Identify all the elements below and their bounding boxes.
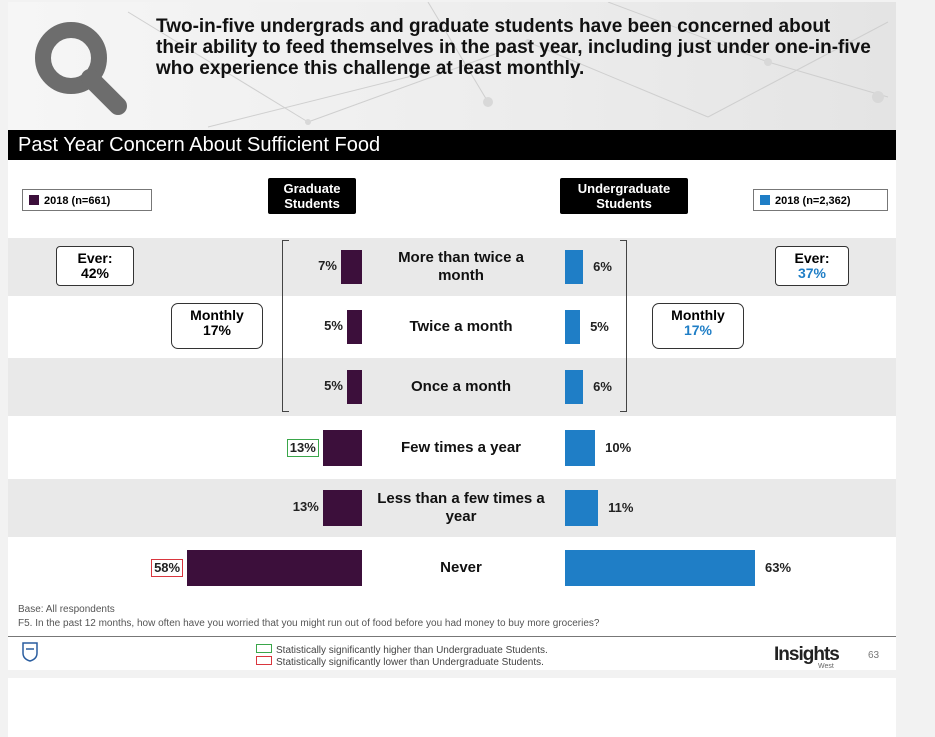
brand-logo: Insights — [774, 644, 840, 665]
value-label-undergraduate: 11% — [608, 500, 634, 515]
bar-graduate — [322, 430, 362, 466]
footer-divider — [8, 636, 896, 637]
bar-graduate — [340, 250, 362, 284]
university-crest-icon — [22, 642, 38, 662]
bar-undergraduate — [565, 490, 599, 526]
callout-ever-graduate-label: Ever: — [77, 250, 113, 266]
value-label-undergraduate: 63% — [765, 560, 792, 575]
headline: Two-in-five undergrads and graduate stud… — [156, 16, 871, 79]
legend-undergraduate: 2018 (n=2,362) — [753, 189, 888, 211]
question-note: F5. In the past 12 months, how often hav… — [18, 618, 600, 629]
value-label-graduate: 5% — [324, 318, 343, 333]
sig-lower-legend: Statistically significantly lower than U… — [256, 656, 544, 668]
sig-lower-swatch — [256, 656, 272, 665]
bar-undergraduate — [565, 250, 584, 284]
magnifier-icon — [35, 22, 127, 115]
category-label: Once a month — [410, 378, 511, 395]
sig-higher-text: Statistically significantly higher than … — [276, 645, 548, 656]
value-label-undergraduate: 5% — [590, 319, 609, 334]
legend-graduate: 2018 (n=661) — [22, 189, 152, 211]
category-label: Few times a year — [400, 439, 522, 456]
row-band — [8, 238, 896, 296]
category-label: More than twice a month — [398, 249, 524, 284]
row-band — [8, 298, 896, 356]
category-label: Twice a month — [409, 318, 513, 335]
bar-undergraduate — [565, 550, 755, 586]
callout-monthly-graduate-label: Monthly — [190, 307, 244, 323]
group-label-graduate: Graduate Students — [268, 178, 356, 214]
callout-ever-undergraduate-label: Ever: — [794, 250, 830, 266]
value-label-graduate: 7% — [318, 258, 337, 273]
legend-undergraduate-label: 2018 (n=2,362) — [775, 195, 851, 207]
callout-monthly-undergraduate: Monthly 17% — [652, 303, 744, 349]
callout-monthly-undergraduate-label: Monthly — [671, 307, 725, 323]
callout-monthly-graduate-value: 17% — [202, 322, 232, 338]
bar-undergraduate — [565, 310, 581, 344]
value-label-graduate: 5% — [324, 378, 343, 393]
row-band — [8, 419, 896, 477]
callout-ever-undergraduate: Ever: 37% — [775, 246, 849, 286]
sig-lower-text: Statistically significantly lower than U… — [276, 657, 544, 668]
page-number: 63 — [868, 650, 880, 661]
chart-title-bar: Past Year Concern About Sufficient Food — [8, 130, 896, 160]
bar-undergraduate — [565, 430, 596, 466]
next-slide-card — [8, 678, 896, 737]
header-background — [8, 2, 896, 130]
legend-graduate-swatch — [29, 195, 39, 205]
value-label-undergraduate: 10% — [605, 440, 632, 455]
value-label-graduate: 13% — [292, 499, 319, 514]
base-note: Base: All respondents — [18, 604, 115, 615]
callout-monthly-undergraduate-value: 17% — [683, 322, 713, 338]
value-label-graduate: 58% — [151, 559, 184, 577]
sig-higher-swatch — [256, 644, 272, 653]
group-label-undergraduate: Undergraduate Students — [560, 178, 688, 214]
bar-graduate — [346, 370, 362, 404]
legend-undergraduate-swatch — [760, 195, 770, 205]
bar-undergraduate — [565, 370, 584, 404]
row-band — [8, 479, 896, 537]
callout-ever-graduate: Ever: 42% — [56, 246, 134, 286]
header-network-decoration — [127, 2, 889, 128]
row-band — [8, 358, 896, 416]
bar-graduate — [187, 550, 362, 586]
callout-ever-undergraduate-value: 37% — [797, 265, 827, 281]
slide: Two-in-five undergrads and graduate stud… — [8, 2, 896, 670]
category-label: Less than a few times a year — [377, 490, 545, 525]
bar-graduate — [322, 490, 362, 526]
monthly-bracket-undergraduate — [620, 240, 627, 412]
value-label-undergraduate: 6% — [593, 379, 612, 394]
value-label-undergraduate: 6% — [593, 259, 612, 274]
callout-monthly-graduate: Monthly 17% — [171, 303, 263, 349]
callout-ever-graduate-value: 42% — [80, 265, 110, 281]
sig-higher-legend: Statistically significantly higher than … — [256, 644, 548, 656]
chart-title: Past Year Concern About Sufficient Food — [18, 134, 381, 156]
legend-graduate-label: 2018 (n=661) — [44, 195, 111, 207]
monthly-bracket-graduate — [282, 240, 289, 412]
category-label: Never — [440, 559, 482, 576]
brand-sub: West — [818, 663, 834, 670]
value-label-graduate: 13% — [286, 439, 319, 457]
bar-graduate — [346, 310, 362, 344]
